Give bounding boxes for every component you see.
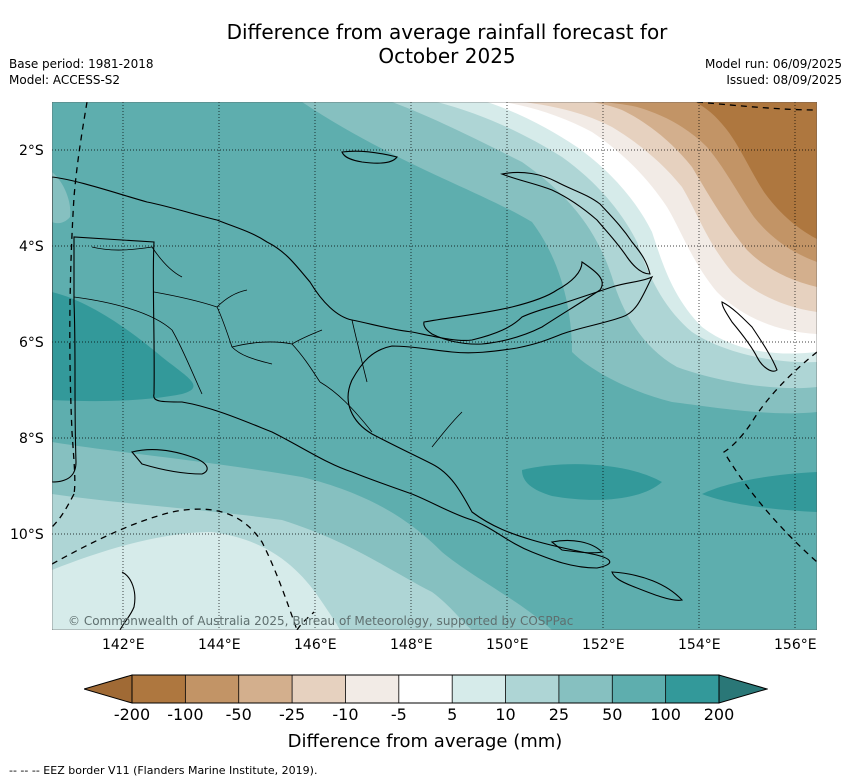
anomaly-fill-dry-very <box>695 102 817 239</box>
lat-label-10s: 10°S <box>10 527 44 543</box>
colorbar-segment <box>345 675 400 703</box>
colorbar-tick-label: 25 <box>548 705 570 724</box>
fly-river-delta-coast <box>131 448 208 475</box>
colorbar-segment <box>185 675 240 703</box>
lon-label-144e: 144°E <box>198 637 241 653</box>
eez-border-south <box>296 611 315 630</box>
d-entrecasteaux-islands <box>550 539 604 554</box>
colorbar-tick-label: 5 <box>447 705 458 724</box>
colorbar-segment <box>238 675 293 703</box>
colorbar-tick-label: -10 <box>332 705 359 724</box>
colorbar-extend-high <box>718 674 768 704</box>
colorbar <box>84 674 768 704</box>
coastlines <box>52 150 778 630</box>
anomaly-fill-strong-mid <box>522 464 662 500</box>
louisiade-archipelago <box>611 571 684 601</box>
model-run-text: Model run: 06/09/2025 <box>704 57 842 71</box>
colorbar-segment <box>558 675 613 703</box>
lon-label-150e: 150°E <box>486 637 529 653</box>
eez-legend-text: -- -- -- EEZ border V11 (Flanders Marine… <box>9 764 318 777</box>
colorbar-tick-label: 50 <box>602 705 623 724</box>
lon-label-152e: 152°E <box>582 637 625 653</box>
new-ireland-coastline <box>500 171 651 275</box>
left-meta: Base period: 1981-2018 Model: ACCESS-S2 <box>9 56 154 88</box>
torres-strait-cape-york <box>119 571 136 630</box>
eez-borders <box>52 102 817 630</box>
anomaly-fill-strong-east <box>702 472 817 512</box>
colorbar-segments <box>132 675 720 703</box>
colorbar-segment <box>505 675 560 703</box>
colorbar-tick-label: 100 <box>650 705 681 724</box>
colorbar-extend-low <box>84 674 133 704</box>
lon-label-146e: 146°E <box>294 637 337 653</box>
colorbar-tick-labels: -200 -100 -50 -25 -10 -5 5 10 25 50 100 200 <box>0 706 850 726</box>
model-text: Model: ACCESS-S2 <box>9 73 121 87</box>
colorbar-segment <box>452 675 507 703</box>
manus-coastline <box>341 150 398 164</box>
anomaly-fill-moderate-west <box>52 172 71 224</box>
lat-label-2s: 2°S <box>19 143 44 159</box>
colorbar-tick-label: 200 <box>703 705 735 724</box>
base-period-text: Base period: 1981-2018 <box>9 57 154 71</box>
colorbar-segment <box>612 675 667 703</box>
lat-label-4s: 4°S <box>19 239 44 255</box>
colorbar-tick-label: 10 <box>495 705 516 724</box>
colorbar-segment <box>292 675 346 703</box>
eez-border-northeast <box>696 102 817 111</box>
colorbar-title: Difference from average (mm) <box>287 731 563 752</box>
eez-border-southwest <box>52 508 298 630</box>
graticule <box>52 102 817 630</box>
lat-label-8s: 8°S <box>19 431 44 447</box>
rainfall-anomaly-map <box>52 102 817 630</box>
colorbar-tick-label: -5 <box>390 705 407 724</box>
anomaly-fill-slight-south <box>52 532 340 630</box>
issued-text: Issued: 08/09/2025 <box>726 73 842 87</box>
right-meta: Model run: 06/09/2025 Issued: 08/09/2025 <box>705 56 842 88</box>
map-title: Difference from average rainfall forecas… <box>0 20 850 68</box>
lat-label-6s: 6°S <box>19 335 44 351</box>
eez-border-east <box>723 351 817 563</box>
colorbar-frame <box>131 674 720 704</box>
colorbar-tick-label: -50 <box>225 705 252 724</box>
anomaly-fill-strong-west <box>52 292 194 402</box>
colorbar-segment <box>132 675 186 703</box>
colorbar-tick-label: -200 <box>113 705 151 724</box>
new-britain-coastline <box>423 260 603 345</box>
map-title-line1: Difference from average rainfall forecas… <box>226 20 668 44</box>
copyright-text: © Commonwealth of Australia 2025, Bureau… <box>68 614 574 628</box>
lon-label-154e: 154°E <box>678 637 721 653</box>
bougainville-coastline <box>721 301 778 372</box>
colorbar-tick-label: -25 <box>279 705 306 724</box>
province-borders <box>73 246 463 448</box>
colorbar-segment <box>398 675 453 703</box>
eez-border-west <box>69 102 88 495</box>
lon-label-156e: 156°E <box>774 637 817 653</box>
map-title-line2: October 2025 <box>378 44 516 68</box>
colorbar-segment <box>665 675 720 703</box>
lon-label-148e: 148°E <box>390 637 433 653</box>
lon-label-142e: 142°E <box>102 637 145 653</box>
new-guinea-coastline <box>52 176 654 569</box>
eez-border-south-west-edge <box>52 493 75 528</box>
colorbar-tick-label: -100 <box>167 705 204 724</box>
